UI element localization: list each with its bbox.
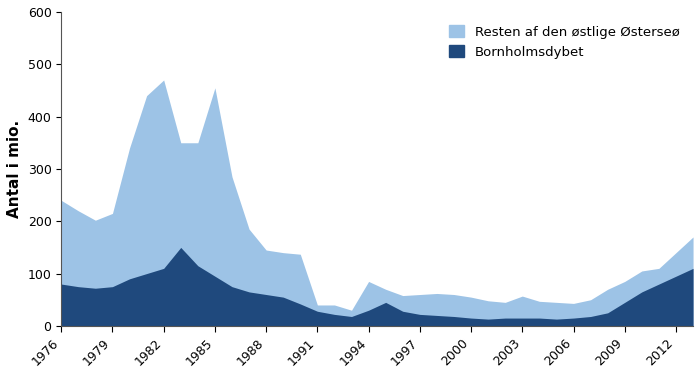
Y-axis label: Antal i mio.: Antal i mio. — [7, 120, 22, 218]
Legend: Resten af den østlige Østerseø, Bornholmsdybet: Resten af den østlige Østerseø, Bornholm… — [442, 18, 687, 65]
